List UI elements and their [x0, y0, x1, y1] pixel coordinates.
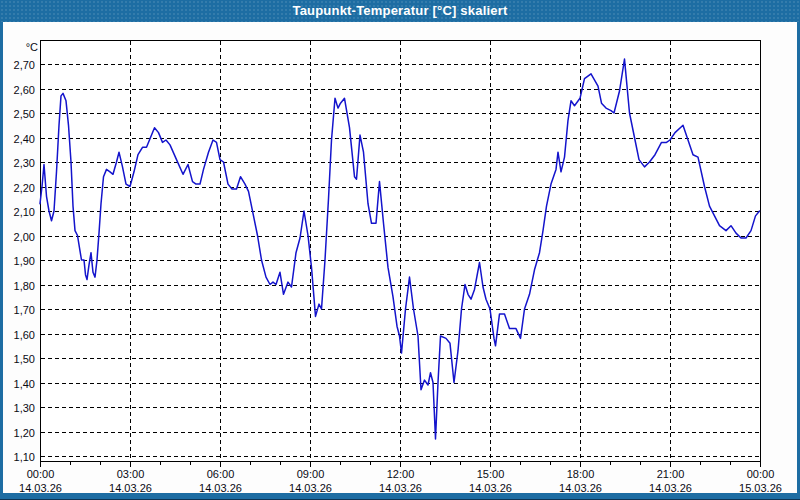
window-border-left — [0, 22, 3, 500]
chart-window: Taupunkt-Temperatur [°C] skaliert 2,702,… — [0, 0, 800, 500]
y-axis-tick-label: 1,70 — [14, 304, 35, 316]
x-axis-time-label: 00:00 — [27, 468, 55, 480]
y-axis-tick-label: 2,00 — [14, 231, 35, 243]
y-axis-tick-label: 2,20 — [14, 182, 35, 194]
y-axis-tick-label: 1,50 — [14, 353, 35, 365]
x-axis-time-label: 06:00 — [207, 468, 235, 480]
y-axis-tick-label: 1,10 — [14, 451, 35, 463]
y-axis-tick-label: 1,20 — [14, 427, 35, 439]
chart-canvas: 2,70 2,60 2,50 2,40 2,30 2,20 2,10 2,00 1,90 1,80… — [0, 0, 800, 500]
x-axis-time-label: 12:00 — [387, 468, 415, 480]
x-axis-time-label: 15:00 — [477, 468, 505, 480]
x-axis-time-label: 09:00 — [297, 468, 325, 480]
y-axis-tick-label: 2,70 — [14, 59, 35, 71]
y-axis-tick-label: 1,40 — [14, 378, 35, 390]
window-border-bottom — [0, 493, 800, 500]
y-axis-tick-label: 1,90 — [14, 255, 35, 267]
x-axis-time-label: 03:00 — [117, 468, 145, 480]
y-axis-tick-label: 2,60 — [14, 84, 35, 96]
y-axis-tick-label: 2,40 — [14, 133, 35, 145]
y-axis-tick-label: 2,30 — [14, 157, 35, 169]
y-axis-tick-label: 1,30 — [14, 402, 35, 414]
x-axis-time-label: 00:00 — [747, 468, 775, 480]
x-axis-time-label: 21:00 — [657, 468, 685, 480]
y-axis-unit-label: °C — [26, 41, 38, 53]
x-axis-time-label: 18:00 — [567, 468, 595, 480]
y-axis-tick-label: 1,80 — [14, 280, 35, 292]
y-axis-tick-label: 2,10 — [14, 206, 35, 218]
y-axis-tick-label: 2,50 — [14, 108, 35, 120]
y-axis-tick-label: 1,60 — [14, 329, 35, 341]
